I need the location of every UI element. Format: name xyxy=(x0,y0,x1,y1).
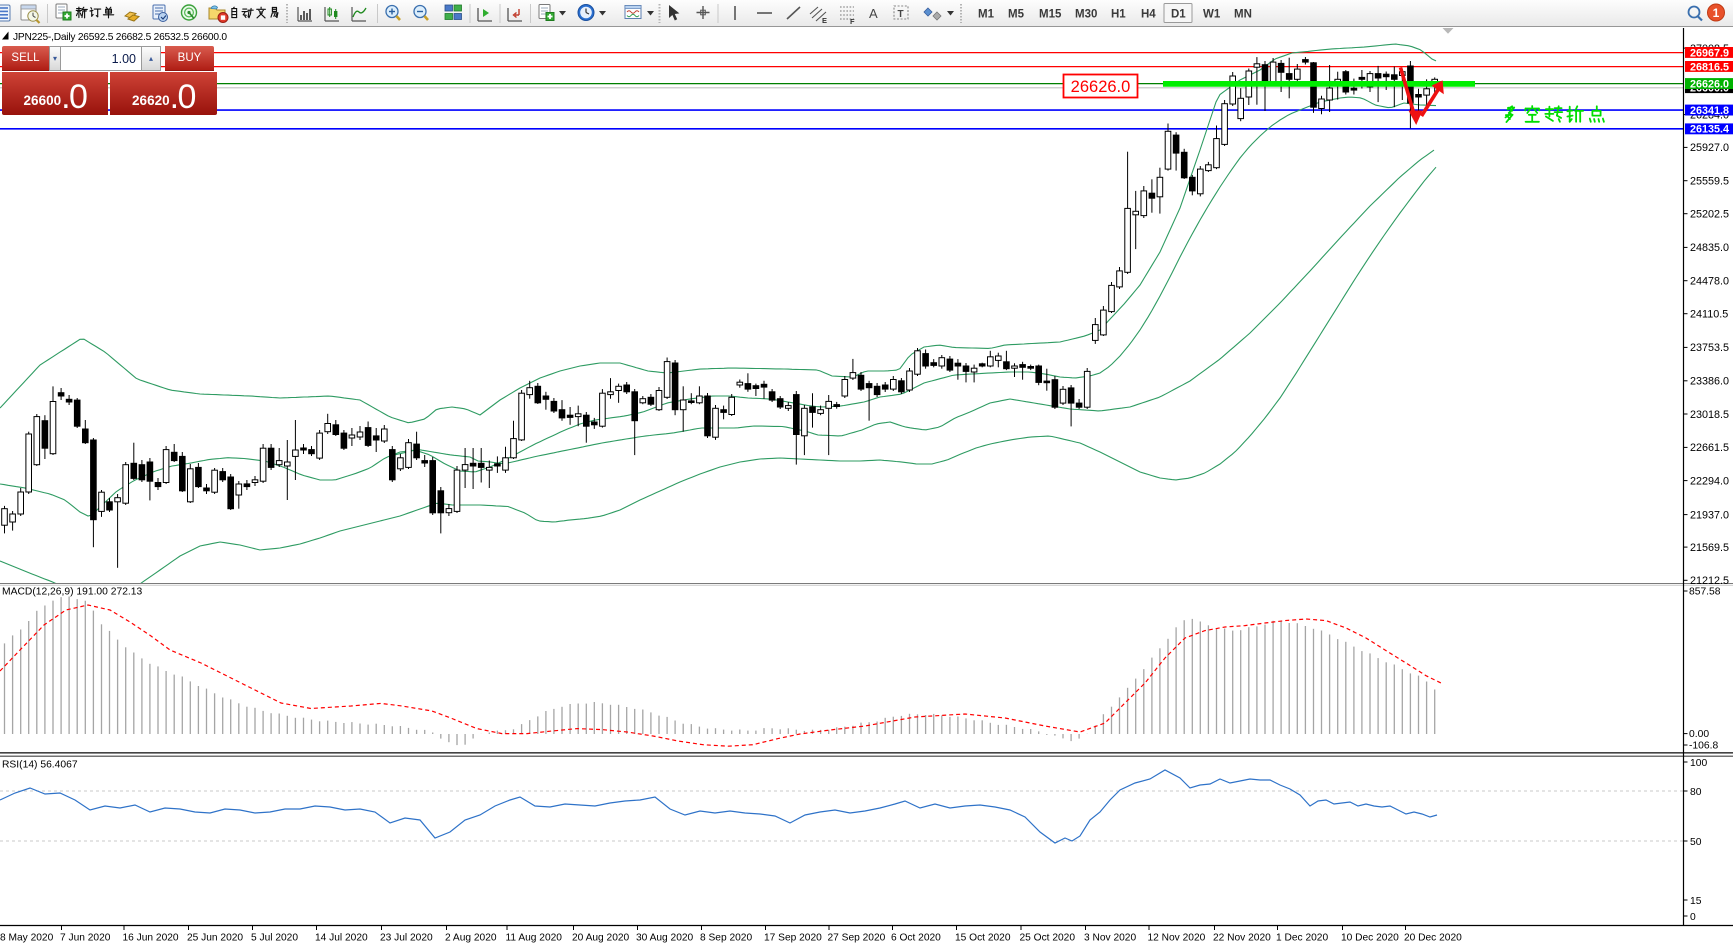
svg-text:17 Sep 2020: 17 Sep 2020 xyxy=(764,933,822,944)
svg-text:26626.0: 26626.0 xyxy=(1690,78,1729,90)
svg-text:50: 50 xyxy=(1690,837,1702,848)
svg-text:24478.0: 24478.0 xyxy=(1690,276,1729,288)
svg-text:23 Jul 2020: 23 Jul 2020 xyxy=(380,933,433,944)
svg-text:JPN225-,Daily 26592.5 26682.5: JPN225-,Daily 26592.5 26682.5 26532.5 26… xyxy=(13,32,227,43)
svg-text:H1: H1 xyxy=(1111,9,1126,21)
svg-text:27 Sep 2020: 27 Sep 2020 xyxy=(828,933,886,944)
svg-text:23753.5: 23753.5 xyxy=(1690,342,1729,354)
svg-text:25 Jun 2020: 25 Jun 2020 xyxy=(187,933,243,944)
svg-text:M15: M15 xyxy=(1039,9,1062,21)
svg-text:D1: D1 xyxy=(1171,9,1186,21)
svg-text:2 Aug 2020: 2 Aug 2020 xyxy=(445,933,497,944)
svg-text:23386.0: 23386.0 xyxy=(1690,376,1729,388)
svg-text:8 May 2020: 8 May 2020 xyxy=(0,933,54,944)
svg-text:1 Dec 2020: 1 Dec 2020 xyxy=(1276,933,1328,944)
svg-text:26135.4: 26135.4 xyxy=(1690,124,1729,136)
svg-text:23018.5: 23018.5 xyxy=(1690,409,1729,421)
svg-text:12 Nov 2020: 12 Nov 2020 xyxy=(1148,933,1206,944)
svg-text:100: 100 xyxy=(1690,758,1707,769)
svg-text:0.00: 0.00 xyxy=(1689,729,1709,740)
svg-text:6 Oct 2020: 6 Oct 2020 xyxy=(891,933,941,944)
svg-text:26626.0: 26626.0 xyxy=(1071,78,1131,96)
svg-text:H4: H4 xyxy=(1141,9,1156,21)
svg-text:857.58: 857.58 xyxy=(1689,587,1721,598)
svg-text:A: A xyxy=(869,6,878,21)
svg-text:22661.5: 22661.5 xyxy=(1690,442,1729,454)
svg-text:22294.0: 22294.0 xyxy=(1690,475,1729,487)
svg-text:26816.5: 26816.5 xyxy=(1690,61,1729,73)
svg-text:W1: W1 xyxy=(1203,9,1221,21)
svg-text:F: F xyxy=(850,17,855,26)
svg-text:25 Oct 2020: 25 Oct 2020 xyxy=(1020,933,1076,944)
svg-text:20 Aug 2020: 20 Aug 2020 xyxy=(572,933,630,944)
svg-text:80: 80 xyxy=(1690,787,1702,798)
svg-text:MN: MN xyxy=(1234,9,1252,21)
svg-text:RSI(14) 56.4067: RSI(14) 56.4067 xyxy=(2,760,78,771)
svg-text:10 Dec 2020: 10 Dec 2020 xyxy=(1341,933,1399,944)
svg-text:15 Oct 2020: 15 Oct 2020 xyxy=(955,933,1011,944)
svg-text:16 Jun 2020: 16 Jun 2020 xyxy=(123,933,179,944)
svg-text:8 Sep 2020: 8 Sep 2020 xyxy=(700,933,752,944)
svg-text:1: 1 xyxy=(1713,6,1720,20)
svg-text:30 Aug 2020: 30 Aug 2020 xyxy=(636,933,694,944)
svg-text:26341.8: 26341.8 xyxy=(1690,105,1729,117)
svg-text:25927.0: 25927.0 xyxy=(1690,142,1729,154)
svg-text:26967.9: 26967.9 xyxy=(1690,47,1729,59)
svg-text:20 Dec 2020: 20 Dec 2020 xyxy=(1404,933,1462,944)
svg-text:14 Jul 2020: 14 Jul 2020 xyxy=(315,933,368,944)
svg-text:T: T xyxy=(898,9,904,20)
svg-text:M5: M5 xyxy=(1008,9,1025,21)
svg-text:25202.5: 25202.5 xyxy=(1690,209,1729,221)
svg-text:7 Jun 2020: 7 Jun 2020 xyxy=(60,933,111,944)
svg-text:21212.5: 21212.5 xyxy=(1690,575,1729,587)
svg-text:24110.5: 24110.5 xyxy=(1690,309,1728,321)
svg-text:MACD(12,26,9) 191.00 272.13: MACD(12,26,9) 191.00 272.13 xyxy=(2,587,143,598)
svg-text:25559.5: 25559.5 xyxy=(1690,176,1729,188)
svg-text:24835.0: 24835.0 xyxy=(1690,242,1729,254)
svg-text:21569.5: 21569.5 xyxy=(1690,542,1729,554)
svg-text:15: 15 xyxy=(1690,896,1702,907)
svg-text:22 Nov 2020: 22 Nov 2020 xyxy=(1213,933,1271,944)
svg-text:5 Jul 2020: 5 Jul 2020 xyxy=(251,933,298,944)
svg-text:21937.0: 21937.0 xyxy=(1690,509,1729,521)
svg-text:11 Aug 2020: 11 Aug 2020 xyxy=(506,933,563,944)
svg-text:3 Nov 2020: 3 Nov 2020 xyxy=(1084,933,1136,944)
svg-text:M30: M30 xyxy=(1075,9,1097,21)
svg-text:E: E xyxy=(822,16,827,25)
svg-text:M1: M1 xyxy=(978,9,995,21)
svg-text:-106.8: -106.8 xyxy=(1689,741,1718,752)
svg-text:0: 0 xyxy=(1690,912,1696,923)
